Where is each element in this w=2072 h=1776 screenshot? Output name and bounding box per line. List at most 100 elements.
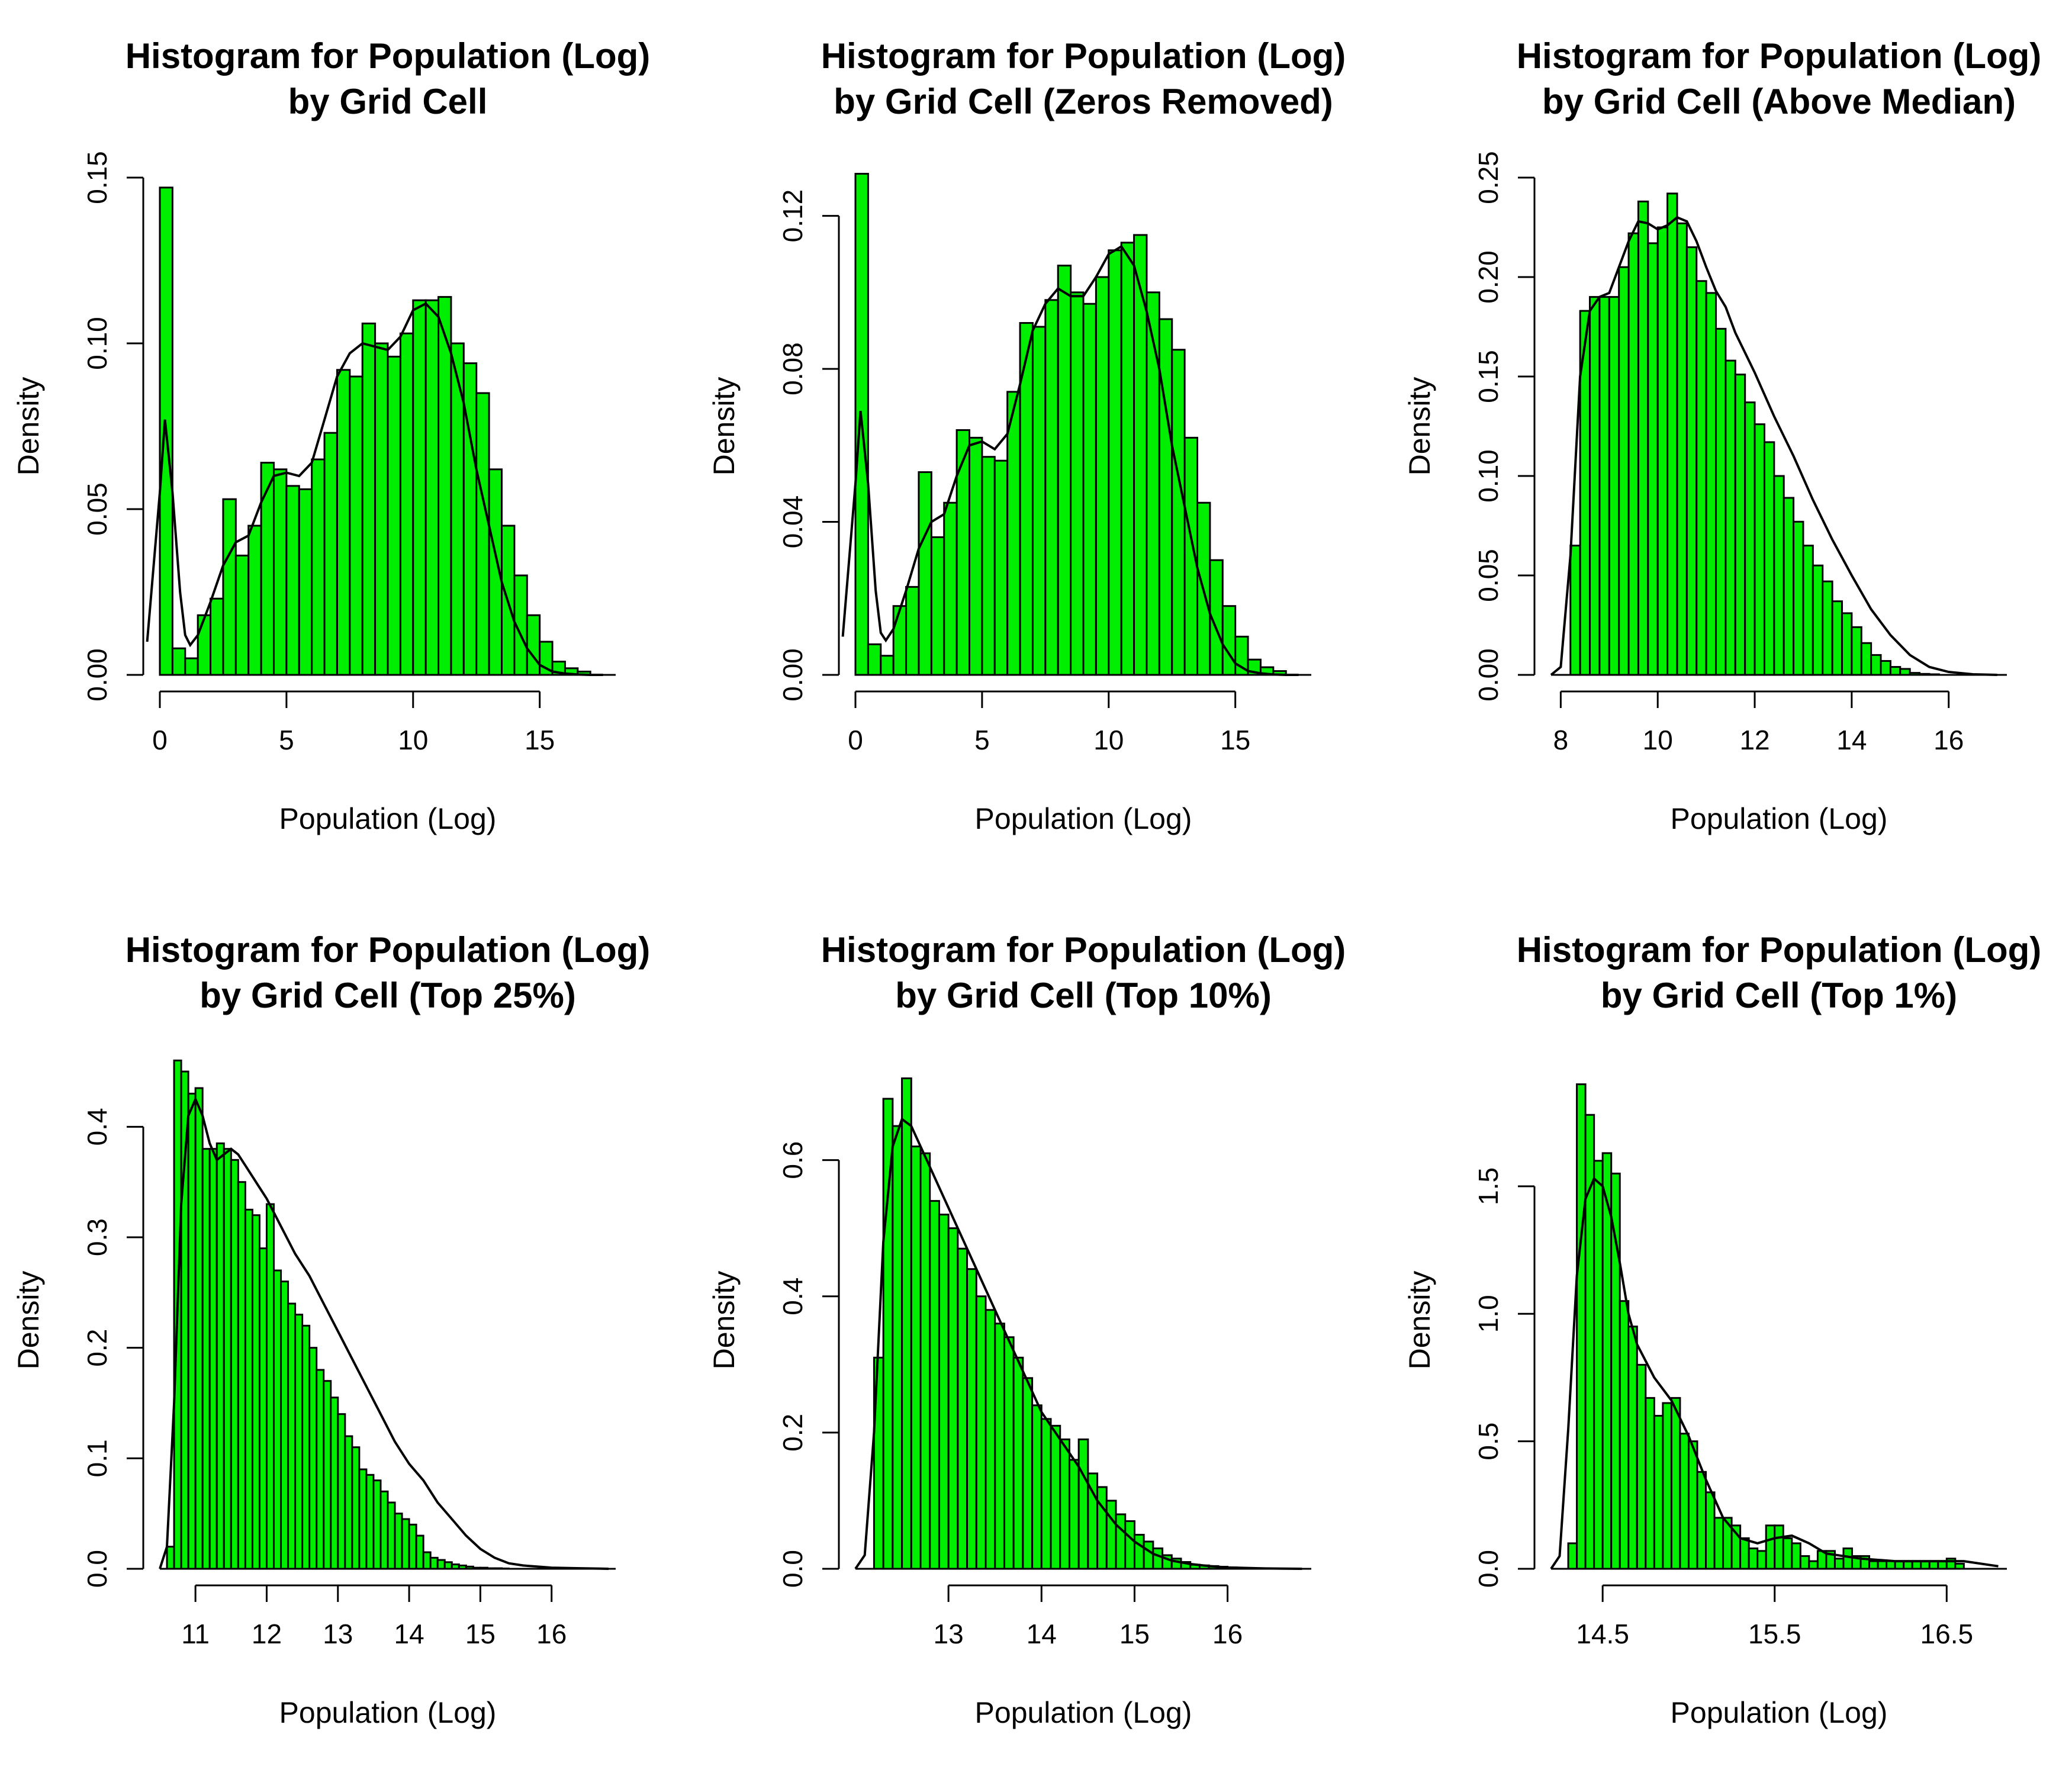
x-tick-label: 10 bbox=[1643, 725, 1673, 755]
histogram-bar bbox=[1889, 666, 1902, 676]
x-tick-label: 12 bbox=[1739, 725, 1769, 755]
histogram-bar bbox=[993, 459, 1009, 676]
histogram-bar bbox=[184, 657, 199, 676]
histogram-bar bbox=[1095, 276, 1110, 676]
y-tick-label: 0.05 bbox=[82, 482, 112, 536]
histogram-bar bbox=[166, 1546, 175, 1570]
histogram-bar bbox=[415, 1534, 424, 1570]
histogram-bar bbox=[399, 332, 414, 676]
histogram-bar bbox=[1734, 374, 1746, 676]
histogram-bar bbox=[422, 1551, 432, 1570]
histogram-bar bbox=[1115, 1513, 1127, 1570]
histogram-bar bbox=[251, 1214, 260, 1570]
chart-title-line2: by Grid Cell (Top 10%) bbox=[895, 976, 1272, 1015]
histogram-bar bbox=[1791, 1542, 1801, 1570]
histogram-bar bbox=[526, 614, 541, 676]
x-tick-label: 15 bbox=[1119, 1619, 1150, 1649]
x-axis-label: Population (Log) bbox=[975, 1696, 1192, 1729]
histogram-bar bbox=[1860, 642, 1872, 676]
density-curve bbox=[146, 302, 603, 676]
histogram-bar bbox=[1022, 1377, 1034, 1570]
histogram-bar bbox=[358, 1468, 368, 1570]
histogram-bar bbox=[208, 1148, 218, 1570]
histogram-bar bbox=[1812, 564, 1824, 676]
y-axis-label: Density bbox=[1403, 1271, 1436, 1370]
histogram-bar bbox=[361, 322, 377, 676]
histogram-bar bbox=[387, 1501, 396, 1570]
y-tick-label: 0.20 bbox=[1473, 250, 1504, 304]
histogram-bar bbox=[1831, 600, 1843, 676]
histogram-bar bbox=[1822, 580, 1833, 676]
histogram-bar bbox=[1899, 668, 1911, 676]
histogram-bar bbox=[330, 1397, 339, 1570]
histogram-bar bbox=[336, 369, 351, 676]
y-tick-label: 1.0 bbox=[1473, 1295, 1504, 1333]
x-tick-label: 16 bbox=[1212, 1619, 1243, 1649]
histogram-bar bbox=[966, 1268, 977, 1570]
chart-title-line2: by Grid Cell (Above Median) bbox=[1542, 82, 2016, 121]
histogram-bar bbox=[201, 1148, 211, 1570]
histogram-bar bbox=[210, 597, 224, 676]
histogram-bar bbox=[1050, 1424, 1061, 1570]
histogram-bar bbox=[1653, 1415, 1664, 1570]
y-tick-label: 0.0 bbox=[82, 1550, 112, 1588]
histogram-bar bbox=[1031, 1404, 1043, 1570]
histogram-bar bbox=[1765, 1524, 1776, 1570]
y-tick-label: 0.12 bbox=[777, 189, 808, 243]
x-tick-label: 10 bbox=[398, 725, 428, 755]
density-curve bbox=[1550, 215, 1997, 676]
histogram-bar bbox=[1637, 200, 1649, 676]
histogram-bar bbox=[1799, 1555, 1810, 1570]
histogram-bar bbox=[237, 1181, 246, 1570]
histogram-bar bbox=[1003, 1336, 1015, 1570]
histogram-bar bbox=[308, 1347, 318, 1570]
x-tick-label: 10 bbox=[1093, 725, 1124, 755]
histogram-bar bbox=[1841, 612, 1853, 676]
histogram-bar bbox=[1793, 520, 1804, 676]
histogram-bar bbox=[1077, 1438, 1089, 1570]
histogram-bar bbox=[1842, 1547, 1853, 1570]
histogram-bar bbox=[1589, 296, 1601, 676]
histogram-bar bbox=[436, 1559, 446, 1570]
y-tick-label: 0.4 bbox=[82, 1108, 112, 1146]
histogram-bar bbox=[1627, 1325, 1638, 1570]
histogram-bar bbox=[975, 1295, 987, 1570]
histogram-bar bbox=[187, 1092, 197, 1570]
chart-title-line1: Histogram for Population (Log) bbox=[821, 930, 1346, 970]
y-tick-label: 0.4 bbox=[777, 1278, 808, 1315]
x-tick-label: 14 bbox=[1027, 1619, 1057, 1649]
histogram-bar bbox=[892, 1125, 903, 1570]
histogram-bar bbox=[1133, 1533, 1145, 1570]
histogram-bar bbox=[1748, 1547, 1759, 1570]
histogram-bar bbox=[1627, 232, 1639, 676]
y-tick-label: 0.15 bbox=[1473, 350, 1504, 403]
histogram-bar bbox=[1120, 242, 1135, 676]
density-curve bbox=[1550, 1176, 1999, 1570]
histogram-bar bbox=[379, 1490, 389, 1570]
histogram-bar bbox=[197, 614, 212, 676]
histogram-bar bbox=[1739, 1537, 1750, 1570]
x-tick-label: 5 bbox=[974, 725, 990, 755]
histogram-bar bbox=[1695, 280, 1707, 676]
x-tick-label: 13 bbox=[934, 1619, 964, 1649]
histogram-bar bbox=[258, 1247, 268, 1570]
histogram-bar bbox=[273, 1269, 282, 1570]
chart-panel-3: Histogram for Population (Log) by Grid Ce… bbox=[1403, 36, 2041, 835]
histogram-bar bbox=[437, 296, 452, 676]
histogram-bar bbox=[1724, 359, 1736, 676]
histogram-bar bbox=[475, 392, 490, 676]
histogram-bar bbox=[994, 1323, 1005, 1570]
chart-title-line2: by Grid Cell (Top 25%) bbox=[200, 976, 576, 1015]
histogram-bar bbox=[351, 1446, 361, 1570]
histogram-bar bbox=[374, 342, 389, 676]
histogram-bar bbox=[171, 647, 186, 676]
histogram-bar bbox=[1096, 1486, 1108, 1570]
histogram-bar bbox=[1576, 1083, 1587, 1570]
chart-panel-6: Histogram for Population (Log) by Grid Ce… bbox=[1403, 930, 2041, 1729]
y-tick-label: 0.6 bbox=[777, 1141, 808, 1179]
x-axis-label: Population (Log) bbox=[1671, 1696, 1888, 1729]
histogram-bar bbox=[938, 1214, 950, 1570]
histogram-bar bbox=[1808, 1560, 1819, 1570]
histogram-bar bbox=[222, 498, 237, 676]
x-tick-label: 13 bbox=[323, 1619, 353, 1649]
